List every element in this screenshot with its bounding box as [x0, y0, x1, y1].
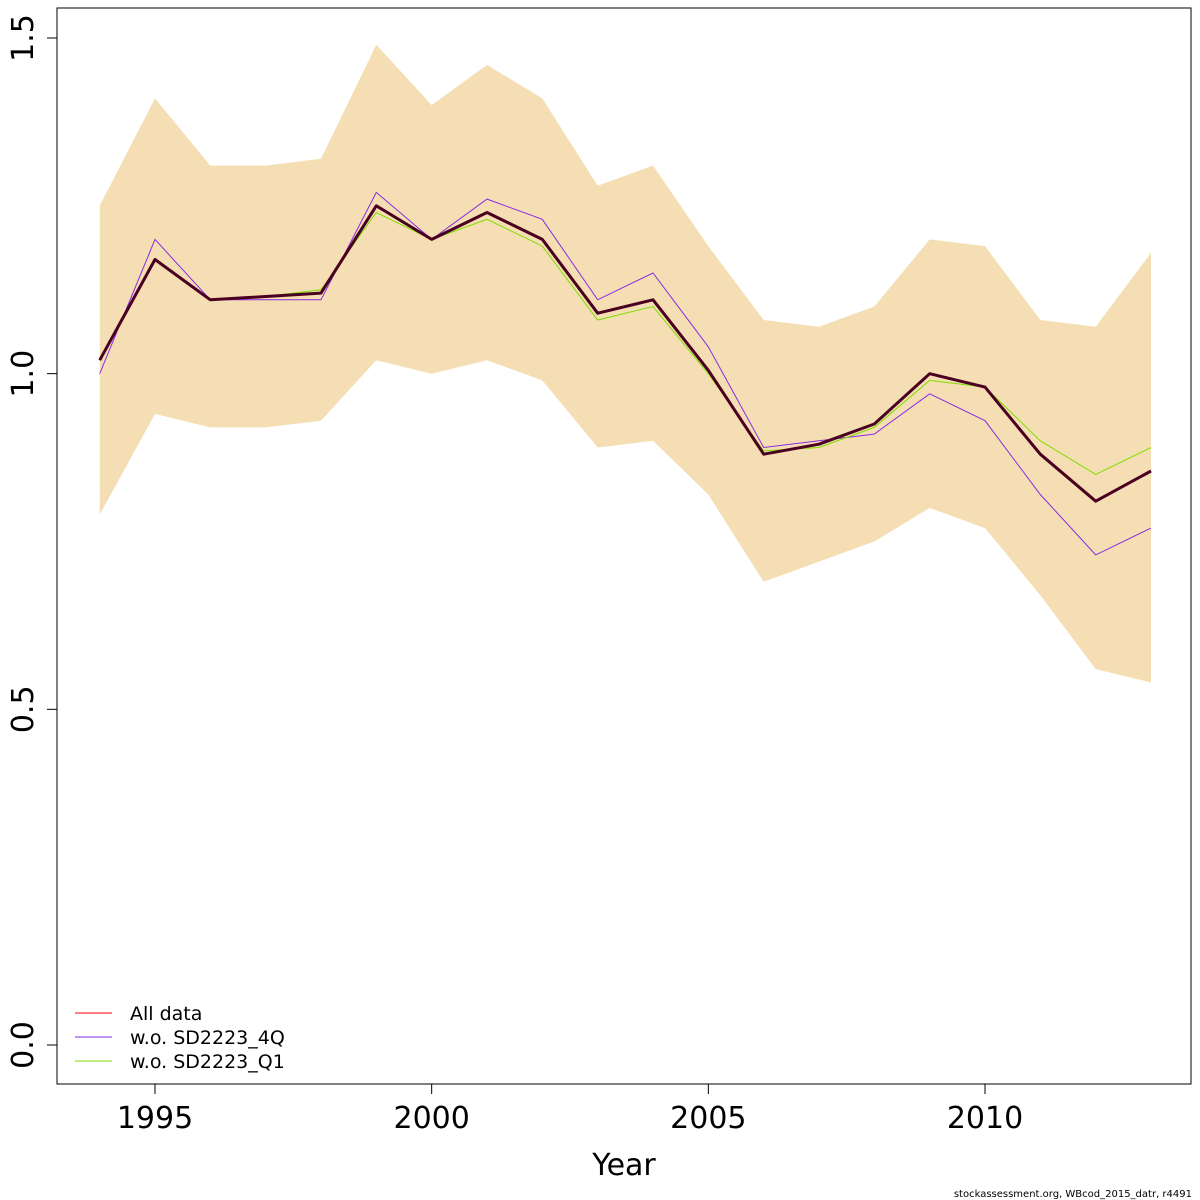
y-tick-label-1: 0.5 — [6, 685, 41, 733]
x-tick-label-2005: 2005 — [670, 1101, 746, 1136]
estimate-layer — [98, 204, 1152, 503]
legend-label-2: w.o. SD2223_4Q — [130, 1027, 285, 1049]
y-tick-label-0: 0.0 — [6, 1021, 41, 1069]
y-tick-label-2: 1.0 — [6, 350, 41, 398]
estimate-line — [98, 204, 1152, 503]
plot-frame — [56, 7, 1192, 1085]
legend-label-1: All data — [130, 1003, 202, 1025]
x-tick-label-1995: 1995 — [117, 1101, 193, 1136]
y-axis: 0.0 0.5 1.0 1.5 — [6, 14, 57, 1069]
x-axis-title: Year — [591, 1148, 656, 1183]
x-tick-label-2010: 2010 — [947, 1101, 1023, 1136]
x-axis: 1995 2000 2005 2010 — [117, 1084, 1023, 1136]
legend-label-3: w.o. SD2223_Q1 — [130, 1051, 285, 1073]
x-tick-label-2000: 2000 — [393, 1101, 469, 1136]
confidence-band-layer — [99, 44, 1152, 683]
y-tick-label-3: 1.5 — [6, 14, 41, 62]
series-line-2 — [99, 191, 1152, 556]
footer-credit: stockassessment.org, WBcod_2015_datr, r4… — [954, 1189, 1192, 1200]
confidence-band — [99, 44, 1152, 683]
